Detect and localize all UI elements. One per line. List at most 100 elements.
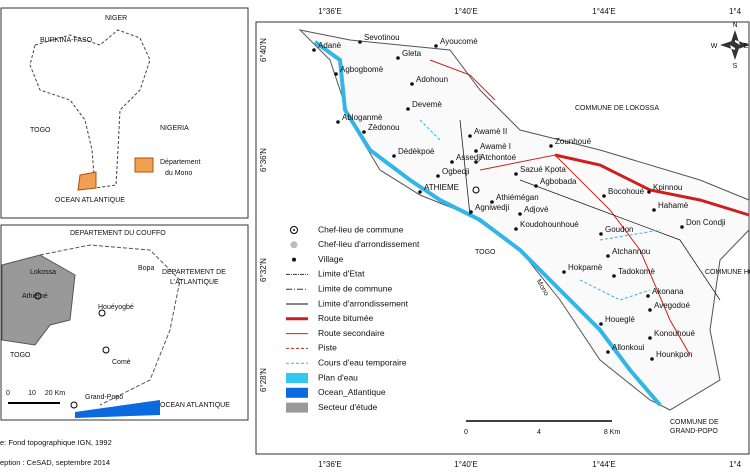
place-label: Don Condji (686, 218, 726, 227)
village-marker (450, 160, 454, 164)
compass-label: N (732, 22, 737, 29)
place-label: Agbogbomè (340, 65, 384, 74)
village-marker (599, 232, 603, 236)
credit: eption : CeSAD, septembre 2014 (0, 458, 110, 467)
place-label: Sevotinou (364, 33, 400, 42)
mono-highlight (77, 171, 97, 191)
village-marker (490, 200, 494, 204)
town-marker (34, 292, 42, 300)
village-marker (436, 174, 440, 178)
village-marker (612, 274, 616, 278)
town-marker (102, 346, 110, 354)
line: GRAND-POPO (670, 428, 718, 435)
place-label: Atchannou (612, 247, 650, 256)
compass-label: S (733, 63, 738, 70)
legend-symbol (292, 257, 296, 262)
place-label: Hahamè (658, 201, 689, 210)
region-label: DEPARTEMENT DU COUFFO (70, 230, 166, 237)
place-label: Akonana (652, 287, 684, 296)
commune-outline (298, 29, 750, 411)
place-label: Allonkoui (612, 343, 645, 352)
scale-label: 4 (537, 429, 541, 436)
place-label: Kpinnou (653, 183, 682, 192)
village-marker (514, 227, 518, 231)
region-label: TOGO (475, 249, 496, 256)
scale-label: 8 Km (604, 429, 621, 436)
commune-marker (472, 186, 480, 194)
village-marker (468, 134, 472, 138)
place-label: Bocohoué (608, 187, 645, 196)
village-marker (469, 210, 473, 214)
region-label: COMMUNE DE LOKOSSA (575, 105, 659, 112)
village-marker (362, 130, 366, 134)
village-marker (647, 190, 651, 194)
legend-swatch (134, 157, 154, 173)
region-label: Comè (112, 359, 131, 366)
place-label: Awamè II (474, 127, 507, 136)
temporary-stream (419, 119, 661, 301)
village-marker (652, 208, 656, 212)
lat-label: 6°36'N (259, 148, 268, 172)
village-marker (648, 336, 652, 340)
country-label: TOGO (30, 127, 51, 134)
place-label: Abloganmè (342, 113, 383, 122)
country-label: BURKINA-FASO (40, 37, 93, 44)
village-marker (562, 270, 566, 274)
lon-label: 1°36'E (318, 7, 341, 16)
country-label: OCEAN ATLANTIQUE (55, 197, 125, 204)
village-marker (606, 350, 610, 354)
lon-label: 1°36'E (318, 460, 341, 469)
ocean (75, 400, 160, 418)
town-marker (98, 309, 106, 317)
line: DEPARTEMENT DE (162, 269, 226, 276)
place-label: Hounkpon (656, 350, 692, 359)
legend-label: Piste (318, 343, 337, 353)
credit: e: Fond topographique IGN, 1992 (0, 438, 112, 447)
legend-label: Plan d'eau (318, 372, 358, 382)
place-label: Agbobada (540, 177, 577, 186)
legend-line: Département (160, 159, 201, 166)
place-label: Houeglé (605, 315, 635, 324)
village-marker (680, 225, 684, 229)
country-label: NIGER (105, 15, 127, 22)
arrondissement-limit (459, 119, 721, 301)
village-marker (599, 322, 603, 326)
legend-label: Cours d'eau temporaire (318, 357, 407, 367)
village-marker (606, 254, 610, 258)
village-marker (648, 308, 652, 312)
place-label: ATHIEME (424, 183, 459, 192)
lon-label: 1°44'E (592, 460, 615, 469)
village-marker (410, 82, 414, 86)
village-marker (474, 149, 478, 153)
legend-label: Ocean_Atlantique (318, 387, 386, 397)
boundary (39, 244, 181, 406)
legend-symbol (286, 402, 308, 413)
village-marker (434, 44, 438, 48)
place-label: Zèdonou (368, 123, 400, 132)
legend-label: Route secondaire (318, 328, 385, 338)
legend-symbol (290, 226, 298, 234)
line: L'ATLANTIQUE (170, 279, 219, 286)
place-label: Ogbedji (442, 167, 470, 176)
place-label: Gleta (402, 49, 422, 58)
legend-label: Chef-lieu d'arrondissement (318, 239, 420, 249)
legend-label: Route bitumée (318, 313, 374, 323)
place-label: Koudohounhoué (520, 220, 579, 229)
legend-line: du Mono (165, 170, 192, 177)
village-marker (312, 48, 316, 52)
village-marker (646, 294, 650, 298)
legend-label: Chef-lieu de commune (318, 224, 404, 234)
country-label: NIGERIA (160, 125, 189, 132)
lat-label: 6°40'N (259, 38, 268, 62)
lat-label: 6°32'N (259, 258, 268, 282)
region-label: COMMUNE HOUEYOG (705, 269, 750, 276)
village-marker (358, 40, 362, 44)
benin-outline (29, 29, 151, 189)
study-area (1, 254, 76, 346)
inset-frame (0, 7, 249, 219)
legend-symbol (286, 373, 308, 383)
village-marker (334, 72, 338, 76)
place-label: Awamè I (480, 142, 511, 151)
place-label: Tadokomè (618, 267, 655, 276)
place-label: Devemè (412, 100, 442, 109)
